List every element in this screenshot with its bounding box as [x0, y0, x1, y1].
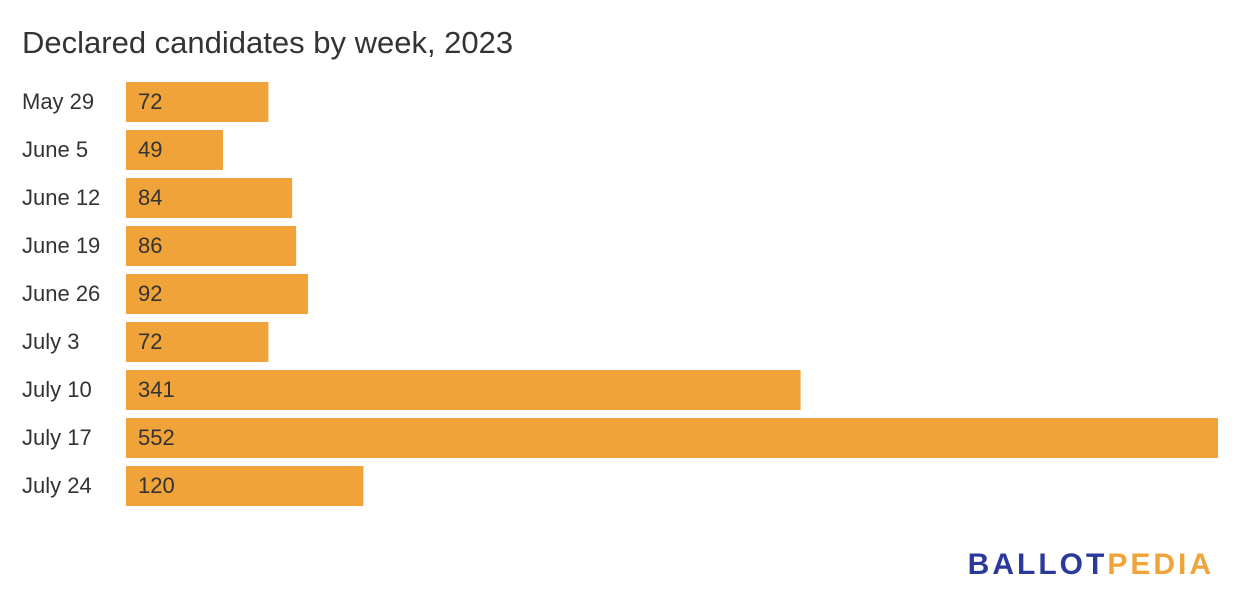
- bar: [126, 466, 364, 506]
- logo-part2: PEDIA: [1107, 548, 1214, 581]
- y-tick-label: June 19: [22, 233, 100, 258]
- bar: [126, 82, 269, 122]
- value-label: 84: [138, 185, 162, 210]
- value-label: 92: [138, 281, 162, 306]
- y-tick-label: July 3: [22, 329, 79, 354]
- logo-part1: BALLOT: [968, 548, 1108, 581]
- value-label: 341: [138, 377, 175, 402]
- y-tick-label: July 10: [22, 377, 92, 402]
- chart-title: Declared candidates by week, 2023: [22, 25, 513, 60]
- value-label: 72: [138, 89, 162, 114]
- y-tick-label: May 29: [22, 89, 94, 114]
- y-tick-label: June 26: [22, 281, 100, 306]
- y-tick-label: June 5: [22, 137, 88, 162]
- bar: [126, 274, 308, 314]
- bar: [126, 370, 801, 410]
- bar: [126, 418, 1218, 458]
- bar: [126, 178, 293, 218]
- bar: [126, 226, 297, 266]
- logo: BALLOTPEDIA: [968, 548, 1214, 581]
- value-label: 86: [138, 233, 162, 258]
- value-label: 120: [138, 473, 175, 498]
- value-label: 552: [138, 425, 175, 450]
- bar: [126, 130, 223, 170]
- y-tick-label: June 12: [22, 185, 100, 210]
- value-label: 49: [138, 137, 162, 162]
- bar: [126, 322, 269, 362]
- value-label: 72: [138, 329, 162, 354]
- y-tick-label: July 17: [22, 425, 92, 450]
- y-tick-label: July 24: [22, 473, 92, 498]
